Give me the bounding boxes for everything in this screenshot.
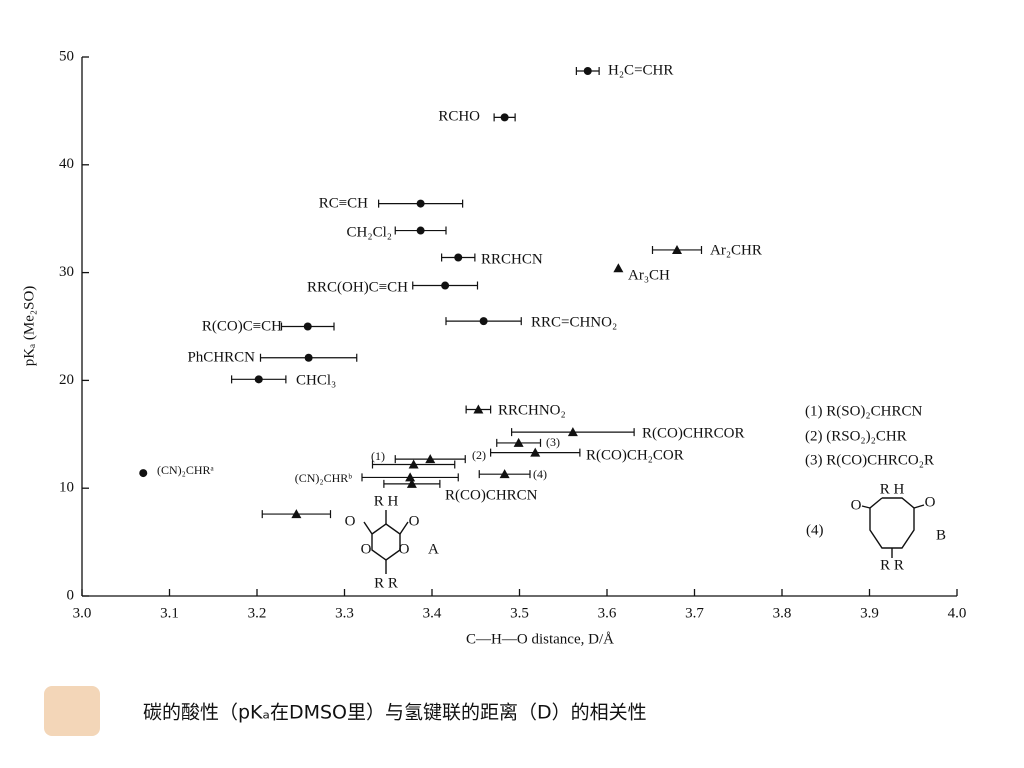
x-tick-label: 3.7 xyxy=(685,605,704,621)
point-label: RRCHNO₂ xyxy=(498,402,566,418)
point-label: RCHO xyxy=(438,108,480,124)
atom-label: O xyxy=(399,541,410,557)
point-label: (3) xyxy=(546,435,560,449)
x-tick-label: 4.0 xyxy=(948,605,967,621)
note: (3) R(CO)CHRCO₂R xyxy=(805,452,934,468)
data-point xyxy=(303,322,312,331)
data-point xyxy=(405,472,416,482)
y-tick-label: 20 xyxy=(59,372,74,388)
structure-b xyxy=(861,497,925,558)
note: (4) xyxy=(806,522,824,538)
atom-label: O xyxy=(345,513,356,529)
atom-label: R R xyxy=(374,575,398,591)
data-point xyxy=(499,469,510,479)
note: (2) (RSO₂)₂CHR xyxy=(805,428,907,444)
data-point xyxy=(530,447,541,457)
atom-label: B xyxy=(936,527,946,543)
data-point xyxy=(254,375,263,384)
point-label: H₂C=CHR xyxy=(608,62,673,78)
atom-label: R H xyxy=(880,481,905,497)
y-tick-label: 50 xyxy=(59,48,74,64)
point-label: RRC=CHNO₂ xyxy=(531,314,617,330)
data-point xyxy=(408,459,419,469)
x-tick-label: 3.9 xyxy=(860,605,879,621)
x-tick-label: 3.5 xyxy=(510,605,529,621)
data-point xyxy=(416,199,425,208)
x-tick-label: 3.3 xyxy=(335,605,354,621)
data-point xyxy=(473,404,484,414)
point-label: R(CO)CH₂COR xyxy=(586,447,684,463)
data-point xyxy=(416,226,425,235)
point-label: Ar₃CH xyxy=(628,267,670,283)
atom-label: O xyxy=(409,513,420,529)
y-tick-label: 0 xyxy=(67,587,75,603)
y-tick-label: 10 xyxy=(59,480,74,496)
data-point xyxy=(613,263,624,273)
atom-label: O xyxy=(851,497,862,513)
x-tick-label: 3.1 xyxy=(160,605,179,621)
point-label: RRC(OH)C≡CH xyxy=(307,279,408,295)
y-tick-label: 40 xyxy=(59,156,74,172)
x-axis-label: C—H—O distance, D/Å xyxy=(466,631,614,647)
x-tick-label: 3.0 xyxy=(73,605,92,621)
data-point xyxy=(672,244,682,254)
atom-label: R H xyxy=(374,493,399,509)
point-label: CHCl₃ xyxy=(296,372,336,388)
data-point xyxy=(513,437,524,447)
data-point xyxy=(441,281,450,290)
data-point xyxy=(500,113,509,122)
data-point xyxy=(454,253,463,262)
atom-label: R R xyxy=(880,557,904,573)
atom-label: A xyxy=(428,541,439,557)
point-label: RRCHCN xyxy=(481,251,543,267)
x-tick-label: 3.8 xyxy=(773,605,792,621)
point-label: CH₂Cl₂ xyxy=(347,224,392,240)
data-point xyxy=(479,317,488,326)
x-tick-label: 3.2 xyxy=(248,605,267,621)
data-point xyxy=(425,454,436,464)
data-point xyxy=(291,509,302,519)
data-point xyxy=(567,427,578,437)
atom-label: O xyxy=(361,541,372,557)
note: (1) R(SO)₂CHRCN xyxy=(805,403,922,419)
data-point xyxy=(139,469,148,478)
x-tick-label: 3.6 xyxy=(598,605,617,621)
atom-label: O xyxy=(925,494,936,510)
data-point xyxy=(406,478,417,488)
structure-a xyxy=(363,510,409,574)
point-label: R(CO)CHRCOR xyxy=(642,425,745,441)
data-point xyxy=(304,353,313,362)
caption: 碳的酸性（pKₐ在DMSO里）与氢键联的距离（D）的相关性 xyxy=(143,702,647,724)
logo xyxy=(44,686,100,736)
point-label: Ar₂CHR xyxy=(710,242,762,258)
point-label: RC≡CH xyxy=(319,195,368,211)
point-label: (1) xyxy=(371,449,385,463)
y-axis-label: pKₐ (Me₂SO) xyxy=(21,286,37,367)
point-label: PhCHRCN xyxy=(187,349,255,365)
point-label: (4) xyxy=(533,467,547,481)
y-tick-label: 30 xyxy=(59,264,74,280)
point-label: R(CO)C≡CH xyxy=(202,318,282,334)
x-tick-label: 3.4 xyxy=(423,605,442,621)
point-label: (CN)₂CHRᵇ xyxy=(295,471,353,485)
point-label: R(CO)CHRCN xyxy=(445,487,538,503)
point-label: (CN)₂CHRᵃ xyxy=(157,463,215,477)
point-label: (2) xyxy=(472,448,486,462)
data-point xyxy=(583,67,592,76)
